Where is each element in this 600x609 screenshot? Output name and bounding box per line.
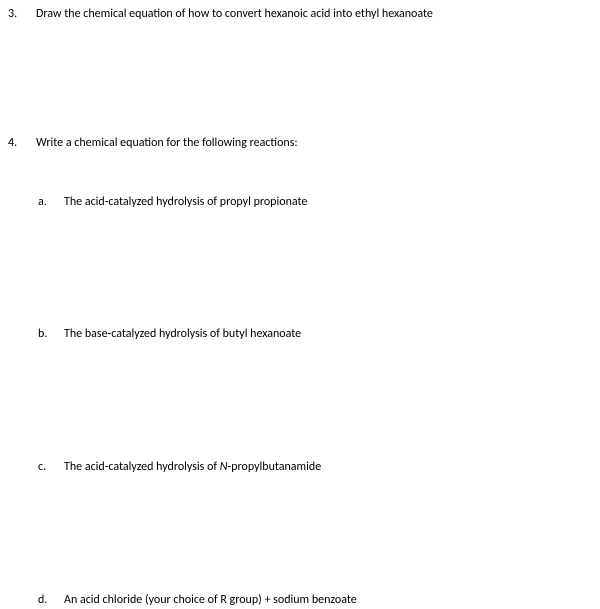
question-4: 4. Write a chemical equation for the fol… — [8, 135, 592, 152]
q4-sub-c: c. The acid-catalyzed hydrolysis of N-pr… — [38, 459, 592, 476]
sub-c-prefix: The acid-catalyzed hydrolysis of — [64, 460, 220, 474]
sub-letter-d: d. — [38, 592, 64, 609]
spacer — [8, 170, 592, 194]
spacer — [8, 210, 592, 326]
q4-sub-a: a. The acid-catalyzed hydrolysis of prop… — [38, 194, 592, 211]
q4-number: 4. — [8, 135, 36, 152]
sub-text-a: The acid-catalyzed hydrolysis of propyl … — [64, 194, 592, 211]
spacer — [8, 41, 592, 135]
sub-letter-b: b. — [38, 326, 64, 343]
q3-text: Draw the chemical equation of how to con… — [36, 6, 592, 23]
q4-text: Write a chemical equation for the follow… — [36, 135, 592, 152]
sub-text-b: The base-catalyzed hydrolysis of butyl h… — [64, 326, 592, 343]
spacer — [8, 343, 592, 459]
sub-text-d: An acid chloride (your choice of R group… — [64, 592, 592, 609]
sub-letter-c: c. — [38, 459, 64, 476]
question-3: 3. Draw the chemical equation of how to … — [8, 6, 592, 23]
sub-text-c: The acid-catalyzed hydrolysis of N-propy… — [64, 459, 592, 476]
q4-sub-b: b. The base-catalyzed hydrolysis of buty… — [38, 326, 592, 343]
q3-number: 3. — [8, 6, 36, 23]
spacer — [8, 476, 592, 592]
q4-sub-d: d. An acid chloride (your choice of R gr… — [38, 592, 592, 609]
sub-letter-a: a. — [38, 194, 64, 211]
sub-c-italic: N — [220, 460, 228, 474]
sub-c-suffix: -propylbutanamide — [228, 460, 322, 474]
